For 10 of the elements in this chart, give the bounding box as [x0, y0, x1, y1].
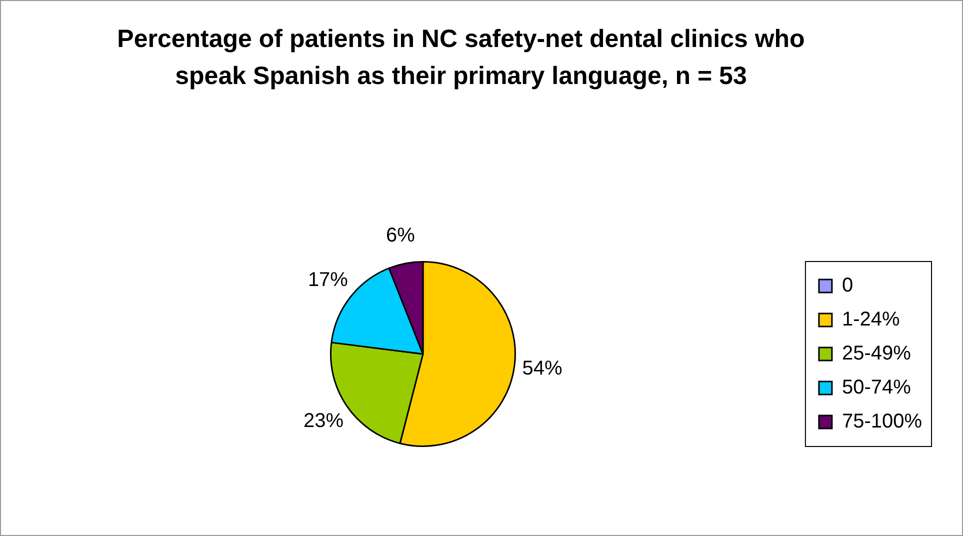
data-label: 23%: [304, 410, 344, 432]
data-label: 17%: [308, 268, 348, 291]
legend-label: 0: [842, 274, 854, 297]
data-label: 54%: [522, 358, 563, 380]
legend-label: 1-24%: [842, 308, 900, 331]
data-label: 6%: [386, 224, 416, 246]
legend-label: 75-100%: [842, 410, 922, 433]
chart-title: Percentage of patients in NC safety-net dental clinics who speak Spanish as their primary language, n = 53: [116, 24, 806, 92]
legend-label: 25-49%: [842, 342, 912, 365]
legend-label: 50-74%: [842, 376, 912, 399]
